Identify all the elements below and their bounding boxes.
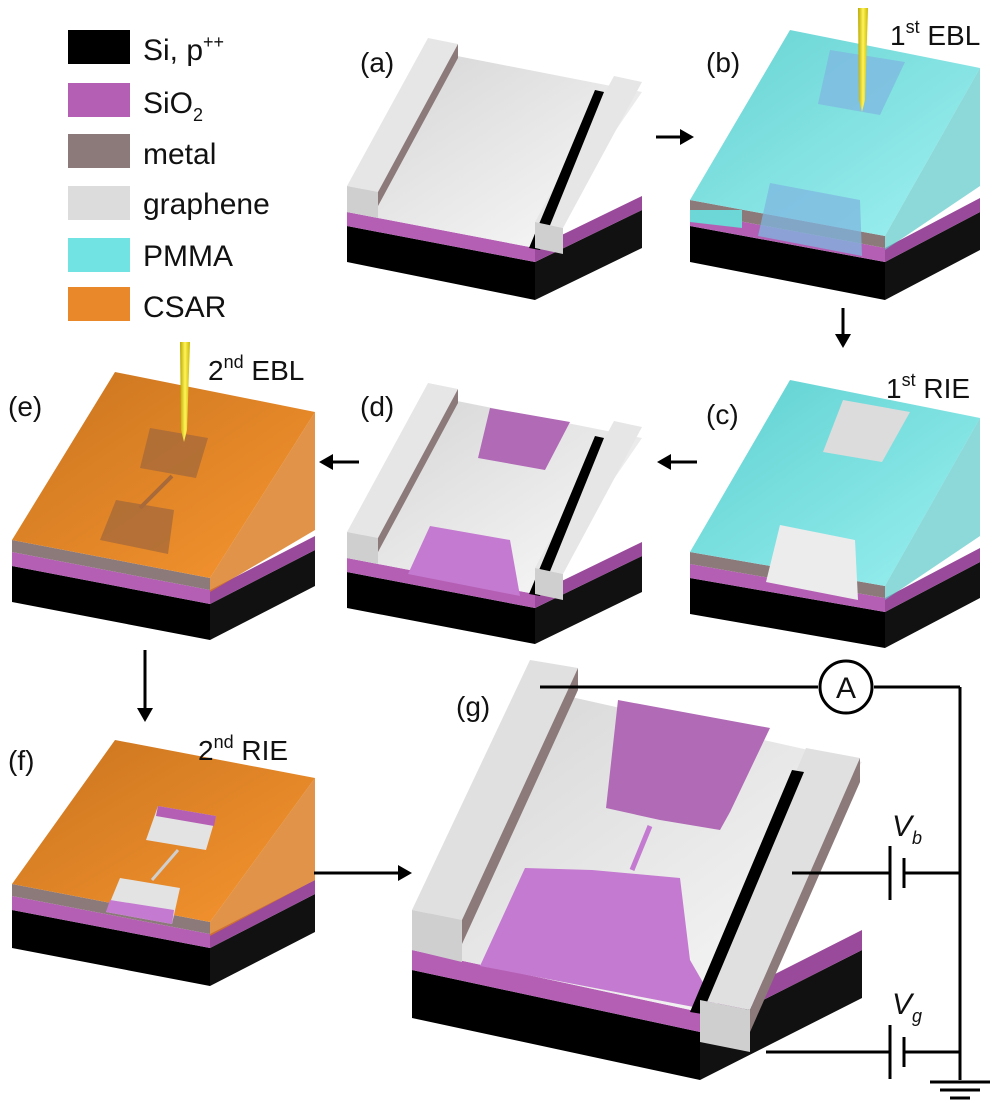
panel-a-sio2-layer (347, 212, 535, 262)
panel-g-sio2-top (606, 700, 770, 830)
arrow-e-to-f (137, 650, 153, 722)
panel-c-label: (c) (706, 399, 739, 430)
legend-item-sio2: SiO2 (68, 83, 203, 125)
legend-item-graphene: graphene (68, 186, 270, 221)
legend-swatch-graphene (68, 186, 130, 220)
panel-f-step: 2nd RIE (198, 732, 288, 766)
legend-label-si: Si, p (143, 34, 203, 67)
legend-item-metal: metal (68, 134, 216, 171)
arrow-f-to-g (314, 865, 412, 881)
panel-a: (a) (347, 38, 642, 300)
panel-b: (b) 1st EBL (690, 8, 980, 300)
ammeter-symbol (818, 659, 874, 715)
legend-label-pmma: PMMA (143, 240, 233, 273)
panel-e-label: (e) (8, 391, 42, 422)
panel-d-sio2-top (478, 408, 570, 470)
panel-b-label: (b) (706, 47, 740, 78)
legend-label-si-sup: ++ (203, 32, 224, 52)
svg-text:SiO2: SiO2 (143, 87, 203, 125)
vb-label: Vb (892, 810, 922, 848)
arrow-c-to-d (657, 454, 697, 470)
panel-g: (g) (412, 660, 862, 1080)
arrow-b-to-c (835, 308, 851, 348)
panel-e-ebl-tip (180, 342, 190, 442)
panel-b-ebl-tip (858, 8, 868, 112)
arrow-a-to-b (656, 129, 694, 145)
legend-label-sio2-sub: 2 (193, 105, 203, 125)
legend-item-csar: CSAR (68, 287, 226, 324)
panel-c-step: 1st RIE (886, 370, 970, 404)
legend-label-graphene: graphene (143, 188, 270, 221)
panel-a-label: (a) (360, 47, 394, 78)
legend-swatch-si (68, 30, 130, 64)
measurement-circuit (540, 685, 990, 1100)
legend-swatch-pmma (68, 238, 130, 272)
legend-label-metal: metal (143, 138, 216, 171)
panel-e: (e) 2nd EBL (8, 342, 315, 640)
svg-text:Si, p++: Si, p++ (143, 32, 224, 67)
panel-c-window-top (823, 400, 910, 462)
panel-g-label: (g) (456, 691, 490, 722)
panel-c-window-bottom (766, 525, 858, 600)
legend-swatch-metal (68, 134, 130, 168)
panel-a-metal-left (347, 38, 458, 192)
panel-f-label: (f) (8, 745, 34, 776)
panel-c-pmma (690, 380, 980, 586)
legend: Si, p++ SiO2 metal graphene PMMA CSAR (68, 30, 270, 324)
panel-b-pmma (690, 30, 980, 236)
ammeter-label: A (836, 672, 856, 705)
panel-e-step: 2nd EBL (208, 352, 304, 386)
panel-f: (f) 2nd RIE (8, 732, 315, 986)
panel-b-step: 1st EBL (890, 17, 980, 51)
legend-swatch-sio2 (68, 83, 130, 117)
panel-d-label: (d) (360, 391, 394, 422)
vg-label: Vg (892, 988, 922, 1026)
legend-item-si: Si, p++ (68, 30, 224, 67)
panel-a-si-layer (347, 226, 535, 300)
legend-item-pmma: PMMA (68, 238, 233, 273)
panel-d: (d) (347, 383, 642, 644)
legend-label-sio2: SiO (143, 87, 193, 120)
arrow-d-to-e (319, 454, 359, 470)
panel-g-sio2-bottom (480, 868, 720, 1012)
legend-label-csar: CSAR (143, 291, 226, 324)
panel-d-sio2-bottom (408, 526, 520, 596)
panel-e-csar (12, 372, 315, 578)
legend-swatch-csar (68, 287, 130, 321)
panel-c: (c) 1st RIE (690, 370, 980, 648)
